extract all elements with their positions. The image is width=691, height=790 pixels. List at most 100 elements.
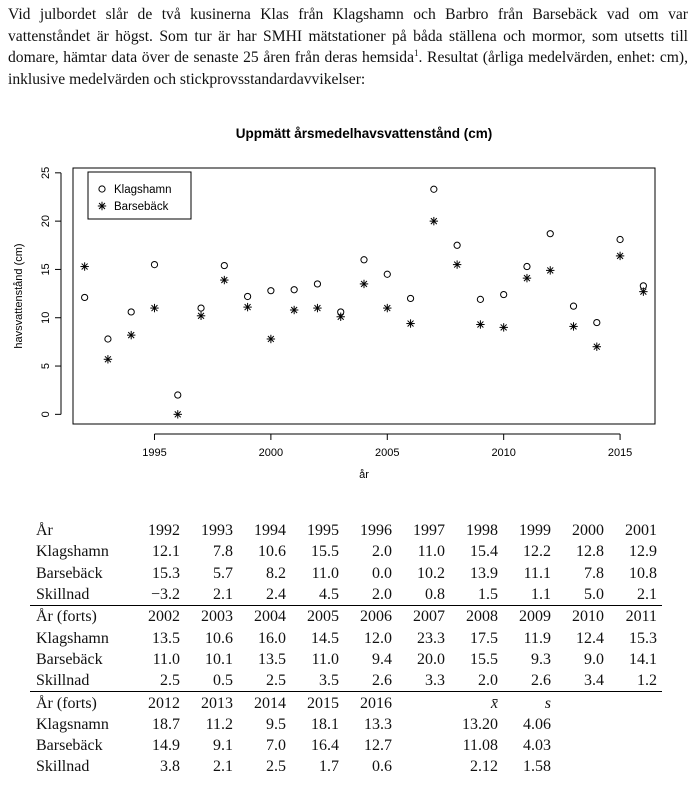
point-barsebäck-1996: [173, 410, 182, 419]
table-cell: 13.5: [152, 629, 180, 647]
table-cell: 2005: [291, 605, 344, 628]
x-tick-label: 2005: [375, 447, 399, 459]
point-klagshamn-2015: [616, 235, 624, 244]
table-cell: 9.0: [584, 650, 604, 668]
table-cell: 1.7: [319, 758, 339, 776]
table-cell: 1.5: [450, 583, 503, 607]
table-cell: 10.8: [629, 564, 657, 582]
intro-text: Vid julbordet slår de två kusinerna Klas…: [8, 6, 688, 66]
point-klagshamn-2002: [313, 280, 322, 288]
table-cell: 2000: [572, 522, 604, 540]
table-row: Barsebäck 11.0 10.1 13.5 11.0 9.4 20.0 15.5 9.3 9…: [30, 649, 662, 670]
table-cell: x̄: [450, 691, 503, 714]
row-label: Klagshamn: [36, 629, 109, 647]
point-barsebäck-2016: [639, 287, 648, 296]
scatter-chart: Uppmätt årsmedelhavsvattenstånd (cm) 0 5 1…: [13, 126, 656, 481]
table-cell: 16.4: [311, 737, 339, 755]
table-cell: 4.5: [291, 583, 344, 607]
table-cell: 8.2: [266, 564, 286, 582]
table-cell: 2.1: [609, 583, 662, 607]
table-cell: 2004: [238, 605, 291, 628]
point-klagshamn-2013: [569, 302, 578, 310]
table-cell: 1.1: [503, 583, 556, 607]
table-cell: 14.1: [629, 650, 657, 668]
table-cell: 2002: [132, 605, 185, 628]
chart-title: Uppmätt årsmedelhavsvattenstånd (cm): [236, 126, 493, 141]
table-cell: 1995: [307, 522, 339, 540]
y-tick-label: 20: [40, 215, 52, 227]
table-cell: 1998: [466, 522, 498, 540]
point-barsebäck-2010: [499, 323, 508, 332]
point-klagshamn-2012: [546, 230, 554, 238]
table-cell: 10.2: [417, 564, 445, 582]
table-cell: [397, 691, 450, 714]
table-cell: [556, 691, 609, 714]
point-barsebäck-2006: [406, 319, 415, 328]
table-cell: [556, 714, 609, 735]
table-cell: 0.6: [372, 758, 392, 776]
table-cell: 15.3: [629, 629, 657, 647]
row-label: Klagsnamn: [36, 715, 109, 733]
point-klagshamn-2009: [476, 295, 484, 303]
table-cell: 11.0: [311, 650, 339, 668]
table-cell: 11.2: [205, 715, 233, 733]
table-cell: 2001: [625, 522, 657, 540]
table-cell: [556, 735, 609, 756]
x-tick-label: 2010: [491, 447, 515, 459]
point-barsebäck-2009: [476, 320, 485, 329]
point-barsebäck-2000: [266, 334, 276, 344]
y-tick-label: 15: [40, 263, 52, 275]
table-cell: [556, 756, 609, 777]
table-cell: [397, 714, 450, 735]
y-tick-label: 5: [40, 363, 52, 369]
sea-level-table: År 1992 1993 1994 1995 1996 1997 1998 1999 2000 20…: [30, 520, 662, 778]
table-cell: 2.0: [450, 670, 503, 693]
x-tick-label: 2015: [608, 447, 632, 459]
table-cell: 3.5: [291, 670, 344, 693]
table-cell: 2.5: [266, 758, 286, 776]
table-cell: 2003: [185, 605, 238, 628]
point-klagshamn-2000: [267, 287, 275, 295]
point-klagshamn-2008: [453, 241, 461, 249]
table-cell: 16.0: [258, 629, 286, 647]
x-axis: 1995 2000 2005 2010 2015: [142, 433, 632, 459]
table-cell: 13.5: [258, 650, 286, 668]
table-cell: 15.5: [470, 650, 498, 668]
table-cell: 2.5: [238, 670, 291, 693]
table-cell: 3.3: [397, 670, 450, 693]
point-klagshamn-2001: [290, 286, 298, 294]
y-axis: 0 5 10 15 20 25: [40, 167, 62, 417]
row-label: Barsebäck: [36, 650, 103, 668]
row-label: Barsebäck: [36, 737, 103, 755]
table-row: Barsebäck 15.3 5.7 8.2 11.0 0.0 10.2 13.9 11.1 7.…: [30, 563, 662, 584]
table-cell: 12.2: [523, 543, 551, 561]
table-cell: 0.8: [397, 583, 450, 607]
table-cell: 5.7: [213, 564, 233, 582]
table-cell: 10.6: [258, 543, 286, 561]
row-label: År: [36, 522, 53, 540]
table-cell: 2.0: [344, 583, 397, 607]
row-label: Skillnad: [30, 583, 132, 607]
point-barsebäck-2015: [615, 251, 625, 261]
row-label: År (forts): [30, 691, 132, 714]
point-klagshamn-1999: [244, 292, 252, 301]
point-klagshamn-1996: [174, 391, 182, 399]
point-barsebäck-1995: [150, 303, 159, 313]
point-barsebäck-1999: [243, 302, 252, 312]
point-klagshamn-2005: [383, 270, 391, 278]
point-barsebäck-2001: [289, 305, 299, 315]
table-cell: 2010: [556, 605, 609, 628]
table-cell: 9.4: [372, 650, 392, 668]
table-cell: 1.2: [609, 670, 662, 693]
y-tick-label: 25: [40, 167, 52, 179]
point-barsebäck-1997: [196, 311, 206, 321]
point-klagshamn-2004: [360, 256, 368, 264]
table-cell: 1997: [413, 522, 445, 540]
table-cell: [609, 714, 662, 735]
table-cell: 13.3: [364, 715, 392, 733]
point-barsebäck-2004: [359, 279, 369, 289]
table-row: Skillnad 3.8 2.1 2.5 1.7 0.6 2.12 1.58: [30, 756, 662, 777]
point-klagshamn-1998: [220, 261, 228, 270]
table-cell: 15.4: [470, 543, 498, 561]
point-barsebäck-2007: [429, 216, 439, 226]
